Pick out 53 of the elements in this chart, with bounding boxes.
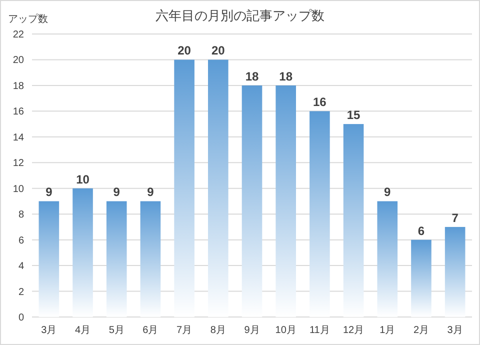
data-label: 20: [211, 44, 226, 58]
x-tick-label: 9月: [244, 325, 260, 336]
data-label: 7: [452, 210, 459, 225]
x-tick-label: 7月: [176, 325, 192, 336]
chart-title: 六年目の月別の記事アップ数: [156, 8, 324, 23]
data-label: 9: [147, 185, 154, 200]
y-tick-label: 12: [12, 158, 24, 170]
bar: [208, 60, 228, 317]
data-label: 9: [113, 185, 120, 200]
y-tick-label: 22: [12, 30, 24, 40]
y-tick-label: 6: [18, 235, 24, 246]
bar: [72, 188, 93, 317]
x-tick-label: 3月: [447, 325, 463, 336]
bar: [276, 85, 296, 317]
x-tick-label: 4月: [74, 325, 91, 336]
bar: [106, 201, 127, 317]
y-tick-label: 2: [18, 286, 24, 298]
y-tick-label: 18: [12, 80, 24, 92]
y-tick-label: 0: [18, 312, 24, 324]
data-label: 18: [279, 69, 293, 84]
bar: [444, 226, 466, 317]
bar: [411, 240, 432, 317]
bar: [38, 201, 60, 317]
bar: [174, 60, 194, 317]
x-tick-label: 12月: [342, 325, 364, 336]
x-tick-label: 1月: [380, 325, 396, 336]
data-label: 9: [46, 185, 53, 200]
data-label: 6: [418, 224, 425, 238]
y-tick-label: 4: [18, 261, 24, 272]
data-label: 18: [245, 69, 259, 84]
bar: [140, 201, 161, 317]
data-label: 20: [178, 44, 192, 58]
y-tick-label: 16: [12, 106, 24, 118]
y-tick-label: 14: [12, 132, 24, 144]
data-label: 15: [346, 108, 361, 122]
x-tick-label: 6月: [142, 325, 158, 336]
x-tick-label: 5月: [108, 325, 124, 336]
bar: [343, 124, 364, 317]
x-tick-label: 8月: [210, 325, 226, 336]
bar: [310, 111, 330, 317]
y-axis-title: アップ数: [8, 13, 48, 25]
x-tick-label: 2月: [413, 325, 430, 336]
y-tick-label: 20: [12, 55, 24, 66]
x-tick-label: 3月: [41, 325, 57, 336]
data-label: 10: [76, 172, 90, 186]
bar: [377, 201, 398, 317]
y-tick-label: 8: [18, 210, 24, 221]
data-label: 9: [384, 185, 392, 200]
x-tick-label: 10月: [275, 325, 296, 336]
x-tick-label: 11月: [309, 325, 330, 336]
bar: [242, 85, 262, 317]
data-label: 16: [313, 95, 327, 110]
y-tick-label: 10: [12, 184, 24, 195]
